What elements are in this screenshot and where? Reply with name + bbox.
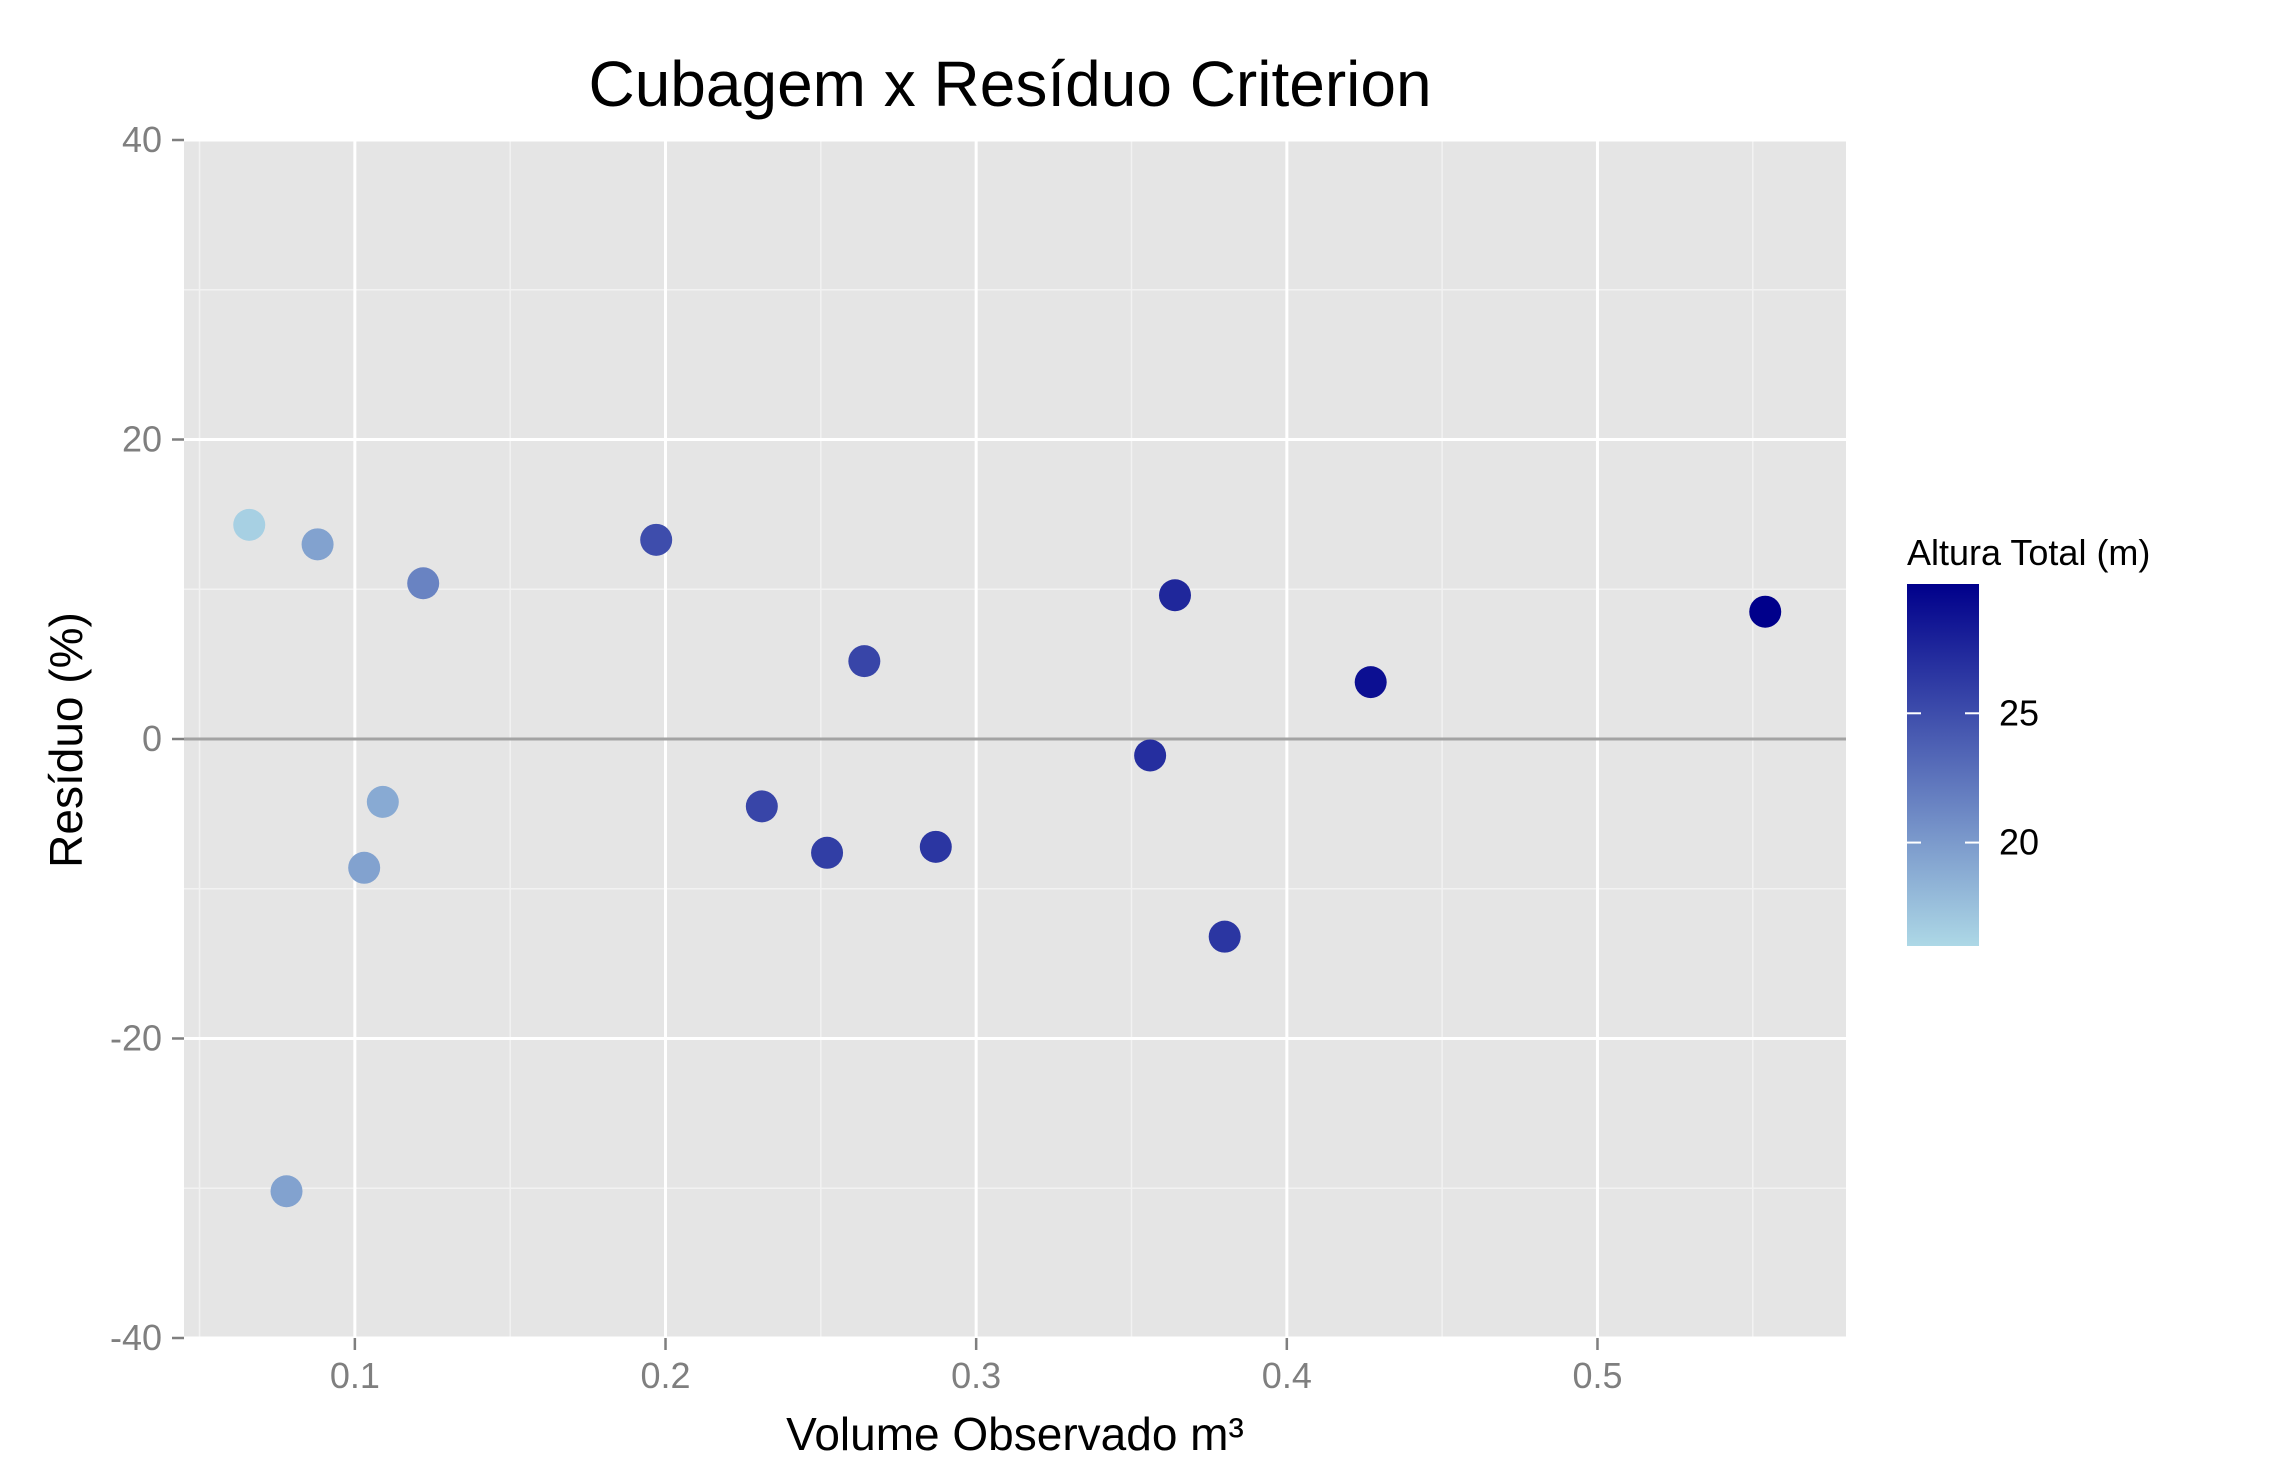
data-point — [640, 523, 673, 556]
x-tick-label: 0.1 — [330, 1355, 380, 1396]
data-point — [1158, 579, 1191, 612]
y-tick-label: 40 — [122, 119, 162, 160]
y-axis-title: Resíduo (%) — [40, 612, 92, 868]
legend-colorbar — [1907, 584, 1979, 946]
data-point — [233, 508, 266, 541]
data-point — [811, 836, 844, 869]
chart-title: Cubagem x Resíduo Criterion — [588, 48, 1431, 120]
data-point — [848, 645, 881, 678]
data-point — [745, 790, 778, 823]
x-axis: 0.1 0.2 0.3 0.4 0.5 — [330, 1338, 1623, 1396]
data-point — [1134, 739, 1167, 772]
data-points — [233, 508, 1782, 1208]
y-tick-label: 20 — [122, 419, 162, 460]
data-point — [1354, 666, 1387, 699]
data-point — [348, 851, 381, 884]
x-tick-label: 0.4 — [1262, 1355, 1312, 1396]
legend-title: Altura Total (m) — [1907, 532, 2150, 573]
x-axis-title: Volume Observado m³ — [786, 1408, 1244, 1460]
data-point — [270, 1175, 303, 1208]
data-point — [1208, 920, 1241, 953]
data-point — [1749, 595, 1782, 628]
data-point — [366, 785, 399, 818]
x-tick-label: 0.3 — [951, 1355, 1001, 1396]
legend-tick-label: 20 — [1999, 822, 2039, 863]
data-point — [407, 567, 440, 600]
data-point — [301, 528, 334, 561]
y-axis: -40 -20 0 20 40 — [110, 119, 184, 1358]
y-tick-label: 0 — [142, 718, 162, 759]
y-tick-label: -20 — [110, 1018, 162, 1059]
x-tick-label: 0.5 — [1572, 1355, 1622, 1396]
data-point — [919, 830, 952, 863]
legend-tick-label: 25 — [1999, 692, 2039, 733]
x-tick-label: 0.2 — [640, 1355, 690, 1396]
y-tick-label: -40 — [110, 1317, 162, 1358]
